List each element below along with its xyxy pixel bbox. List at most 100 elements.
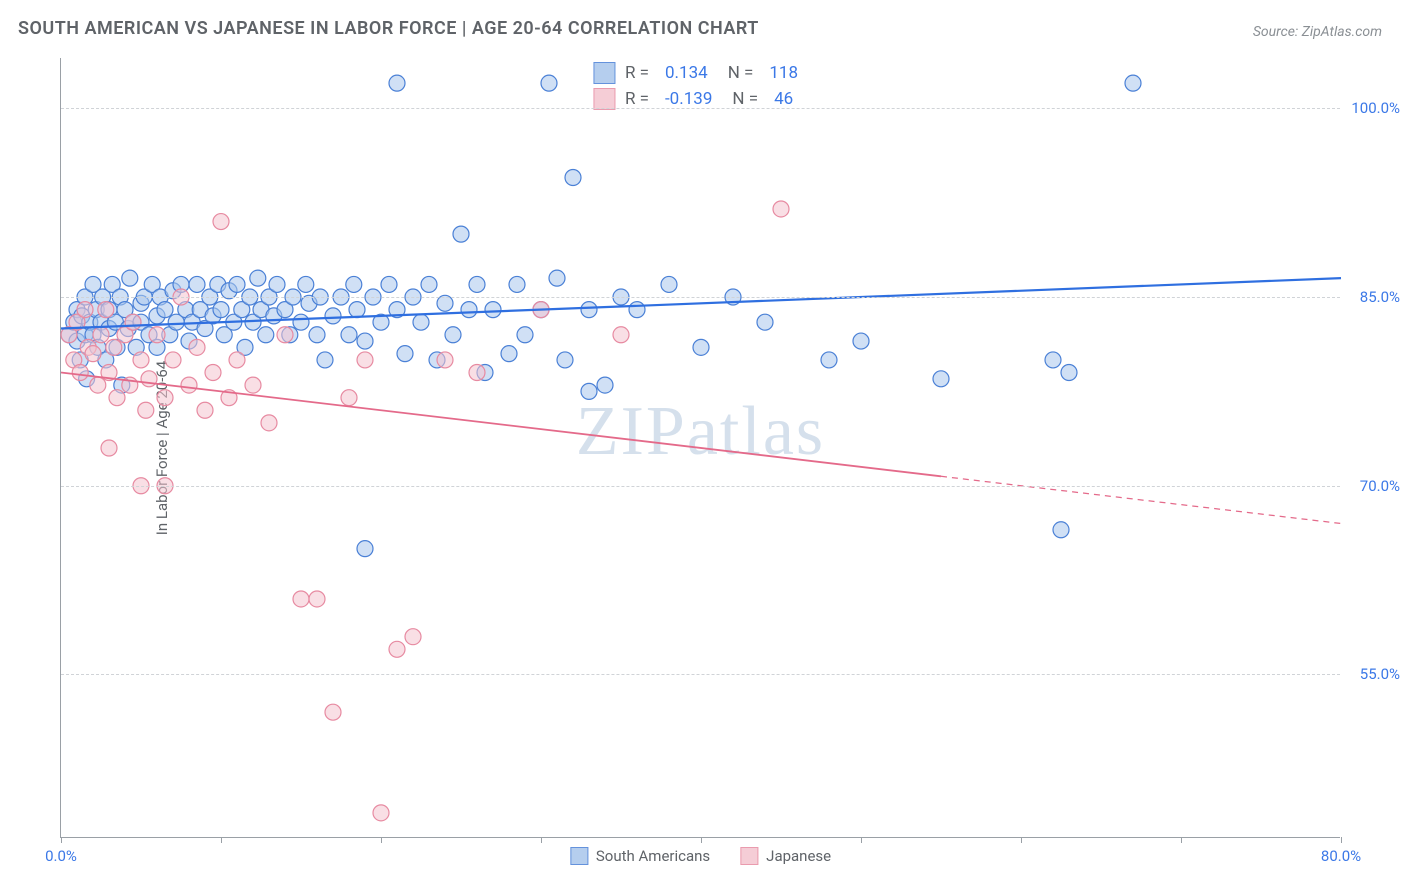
data-point	[101, 440, 117, 456]
data-point	[405, 629, 421, 645]
legend-swatch	[593, 88, 615, 110]
data-point	[1061, 365, 1077, 381]
chart-title: SOUTH AMERICAN VS JAPANESE IN LABOR FORC…	[18, 18, 759, 39]
data-point	[821, 352, 837, 368]
data-point	[445, 327, 461, 343]
y-tick-label: 85.0%	[1360, 288, 1400, 306]
legend-r-label: R =	[625, 60, 649, 86]
gridline	[61, 486, 1340, 487]
data-point	[181, 377, 197, 393]
plot-area: In Labor Force | Age 20-64 ZIPatlas R =0…	[60, 58, 1340, 838]
data-point	[613, 327, 629, 343]
data-point	[421, 276, 437, 292]
gridline	[61, 108, 1340, 109]
data-point	[501, 346, 517, 362]
data-point	[125, 314, 141, 330]
data-point	[469, 365, 485, 381]
data-point	[357, 333, 373, 349]
legend-series-label: Japanese	[766, 847, 831, 865]
legend-series-label: South Americans	[596, 847, 710, 865]
data-point	[373, 805, 389, 821]
data-point	[381, 276, 397, 292]
correlation-legend: R =0.134N =118R =-0.139N =46	[593, 60, 808, 112]
data-point	[85, 346, 101, 362]
legend-item: Japanese	[740, 847, 831, 865]
data-point	[269, 276, 285, 292]
data-point	[661, 276, 677, 292]
data-point	[437, 352, 453, 368]
data-point	[197, 402, 213, 418]
data-point	[189, 276, 205, 292]
data-point	[93, 327, 109, 343]
data-point	[106, 339, 122, 355]
data-point	[357, 541, 373, 557]
data-point	[581, 383, 597, 399]
data-point	[317, 352, 333, 368]
data-point	[309, 591, 325, 607]
data-point	[325, 704, 341, 720]
data-point	[469, 276, 485, 292]
data-point	[693, 339, 709, 355]
data-point	[98, 302, 114, 318]
data-point	[90, 377, 106, 393]
data-point	[133, 352, 149, 368]
data-point	[229, 276, 245, 292]
data-point	[517, 327, 533, 343]
data-point	[72, 365, 88, 381]
data-point	[1045, 352, 1061, 368]
x-tick	[861, 837, 862, 843]
data-point	[346, 276, 362, 292]
x-tick	[1181, 837, 1182, 843]
data-point	[349, 302, 365, 318]
data-point	[245, 377, 261, 393]
data-point	[389, 75, 405, 91]
source-label: Source: ZipAtlas.com	[1253, 24, 1382, 40]
trend-line-extrapolated	[941, 476, 1341, 523]
gridline	[61, 297, 1340, 298]
data-point	[189, 339, 205, 355]
legend-n-value: 118	[769, 60, 798, 86]
legend-n-label: N =	[728, 60, 754, 86]
x-tick	[381, 837, 382, 843]
x-tick-label: 80.0%	[1321, 847, 1361, 865]
x-tick	[61, 837, 62, 843]
chart-svg	[61, 58, 1340, 837]
x-tick	[221, 837, 222, 843]
legend-row: R = 0.134 N = 118	[593, 60, 808, 86]
y-tick-label: 100.0%	[1351, 99, 1400, 117]
y-tick-label: 55.0%	[1360, 665, 1400, 683]
legend-item: South Americans	[570, 847, 710, 865]
chart-container: SOUTH AMERICAN VS JAPANESE IN LABOR FORC…	[0, 0, 1406, 892]
legend-swatch	[570, 847, 588, 865]
data-point	[629, 302, 645, 318]
data-point	[165, 352, 181, 368]
data-point	[77, 302, 93, 318]
data-point	[157, 390, 173, 406]
legend-swatch	[740, 847, 758, 865]
data-point	[549, 270, 565, 286]
data-point	[757, 314, 773, 330]
data-point	[149, 327, 165, 343]
data-point	[509, 276, 525, 292]
data-point	[277, 327, 293, 343]
data-point	[541, 75, 557, 91]
data-point	[1053, 522, 1069, 538]
x-tick	[541, 837, 542, 843]
data-point	[565, 170, 581, 186]
data-point	[213, 302, 229, 318]
data-point	[773, 201, 789, 217]
legend-r-value: 0.134	[665, 60, 708, 86]
data-point	[293, 591, 309, 607]
data-point	[557, 352, 573, 368]
data-point	[258, 327, 274, 343]
data-point	[461, 302, 477, 318]
data-point	[138, 402, 154, 418]
x-tick	[701, 837, 702, 843]
trend-line	[61, 373, 941, 477]
data-point	[122, 270, 138, 286]
x-tick-label: 0.0%	[45, 847, 77, 865]
legend-swatch	[593, 62, 615, 84]
gridline	[61, 674, 1340, 675]
data-point	[213, 214, 229, 230]
data-point	[341, 390, 357, 406]
